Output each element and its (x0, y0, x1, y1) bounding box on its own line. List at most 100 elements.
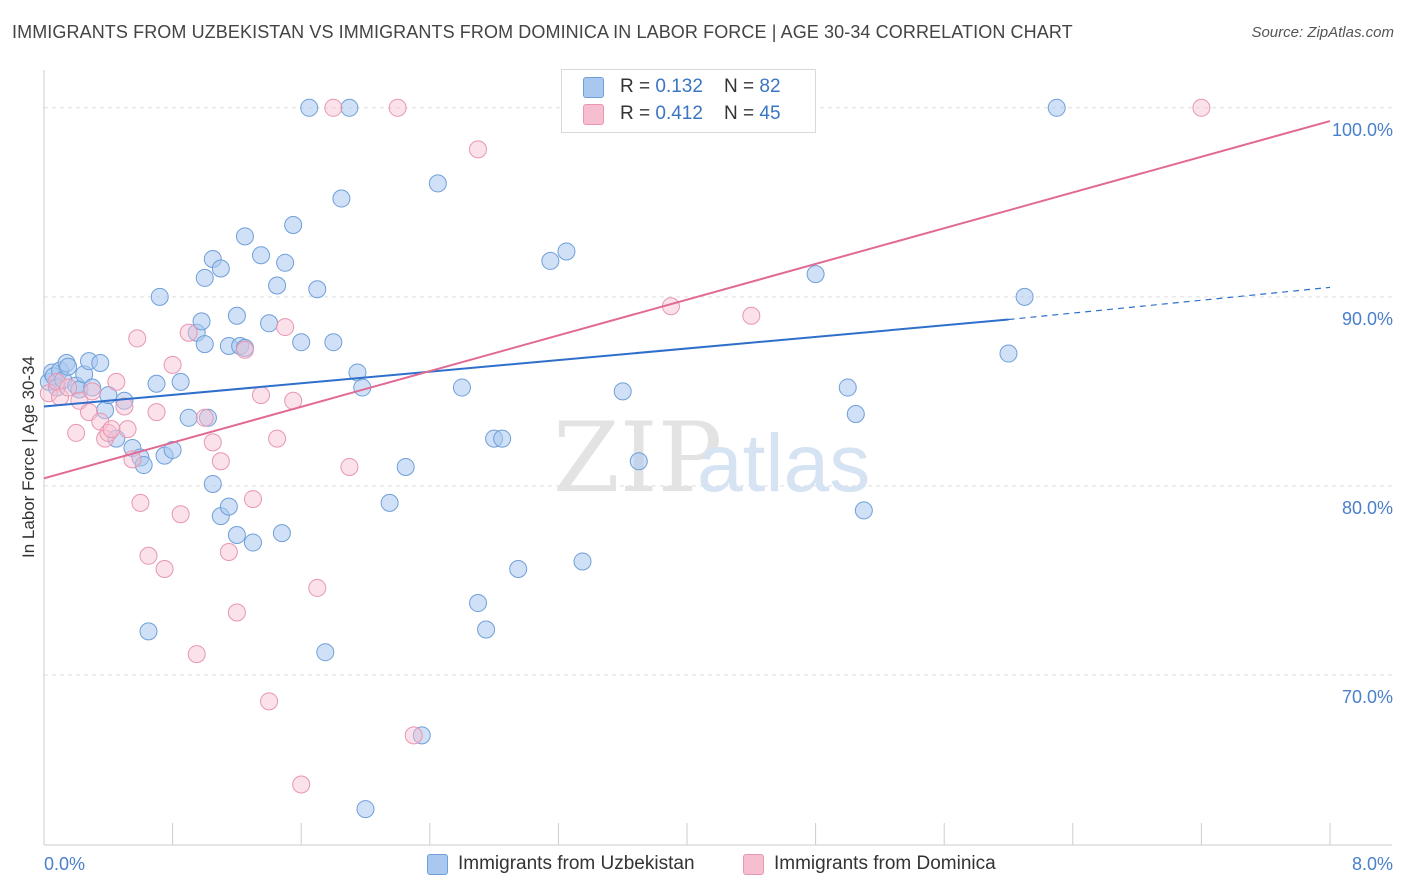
point-uzbekistan (1047, 98, 1066, 117)
point-uzbekistan (260, 314, 279, 333)
watermark-atlas: atlas (697, 418, 870, 509)
point-uzbekistan (806, 265, 825, 284)
y-tick-label: 100.0% (1332, 120, 1393, 140)
point-uzbekistan (838, 378, 857, 397)
source-label: Source: ZipAtlas.com (1251, 24, 1394, 41)
point-dominica (155, 560, 174, 579)
point-dominica (47, 372, 66, 391)
point-dominica (404, 726, 423, 745)
point-uzbekistan (452, 378, 471, 397)
point-dominica (195, 408, 214, 427)
point-uzbekistan (59, 357, 78, 376)
legend-swatch-uzbekistan (583, 77, 604, 98)
point-dominica (324, 98, 343, 117)
point-uzbekistan (227, 526, 246, 544)
point-dominica (243, 490, 262, 509)
legend-r-label: R = (620, 76, 656, 97)
bottom-legend-dominica: Immigrants from Dominica (743, 852, 996, 876)
point-uzbekistan (252, 246, 271, 265)
bottom-legend-swatch-dominica (743, 853, 764, 875)
point-uzbekistan (179, 408, 198, 427)
point-dominica (115, 397, 134, 416)
point-uzbekistan (292, 333, 311, 352)
tick-labels: 70.0% 80.0% 90.0% 100.0% 0.0% 8.0% (44, 120, 1393, 874)
x-tick-label-min: 0.0% (44, 854, 85, 874)
point-dominica (308, 578, 327, 597)
point-uzbekistan (83, 378, 102, 397)
point-uzbekistan (509, 560, 528, 579)
point-dominica (227, 603, 246, 622)
point-uzbekistan (477, 620, 496, 639)
legend-r-label: R = (620, 103, 656, 124)
point-uzbekistan (999, 344, 1018, 363)
point-dominica (128, 329, 147, 348)
point-dominica (1192, 98, 1211, 117)
point-uzbekistan (195, 268, 214, 287)
point-dominica (742, 306, 761, 325)
point-uzbekistan (163, 440, 182, 459)
point-uzbekistan (284, 216, 303, 234)
point-uzbekistan (195, 335, 214, 354)
point-uzbekistan (541, 251, 560, 270)
point-dominica (292, 775, 311, 794)
y-tick-label: 90.0% (1342, 309, 1393, 329)
point-uzbekistan (573, 552, 592, 571)
point-uzbekistan (308, 280, 327, 299)
point-dominica (252, 386, 271, 405)
legend-n-label: N = (724, 76, 760, 97)
point-dominica (96, 429, 115, 448)
point-dominica (59, 378, 78, 397)
legend-swatch-dominica (583, 104, 604, 125)
point-uzbekistan (854, 501, 873, 520)
point-uzbekistan (171, 372, 190, 391)
point-dominica (102, 420, 121, 439)
bottom-legend-uzbekistan: Immigrants from Uzbekistan (427, 852, 695, 876)
point-dominica (147, 403, 166, 422)
point-uzbekistan (846, 405, 865, 424)
point-uzbekistan (493, 429, 512, 448)
series-uzbekistan-points (39, 98, 1066, 819)
point-uzbekistan (134, 456, 153, 475)
correlation-legend: R = 0.132 N = 82 R = 0.412 N = 45 (561, 69, 816, 133)
point-uzbekistan (211, 259, 230, 278)
point-uzbekistan (91, 353, 110, 372)
point-uzbekistan (268, 276, 287, 295)
point-dominica (235, 340, 254, 359)
point-dominica (211, 452, 230, 471)
point-uzbekistan (300, 98, 319, 117)
legend-n-label: N = (724, 103, 760, 124)
point-uzbekistan (324, 333, 343, 352)
point-uzbekistan (227, 306, 246, 325)
point-dominica (187, 645, 206, 664)
point-uzbekistan (332, 189, 351, 208)
point-uzbekistan (316, 643, 335, 662)
point-dominica (139, 546, 158, 565)
chart-title: IMMIGRANTS FROM UZBEKISTAN VS IMMIGRANTS… (12, 22, 1073, 42)
point-dominica (388, 98, 407, 117)
point-uzbekistan (147, 374, 166, 393)
point-uzbekistan (380, 493, 399, 512)
x-tick-label-max: 8.0% (1352, 854, 1393, 874)
axes (43, 70, 1392, 846)
grid-lines (44, 107, 1392, 676)
series-dominica-points (39, 98, 1211, 794)
trend-line-dominica (43, 120, 1331, 480)
point-uzbekistan (235, 227, 254, 246)
point-dominica (67, 423, 86, 442)
point-uzbekistan (469, 594, 488, 613)
point-uzbekistan (356, 800, 375, 819)
point-uzbekistan (557, 242, 576, 261)
point-dominica (469, 140, 488, 159)
point-uzbekistan (396, 457, 415, 476)
y-tick-label: 70.0% (1342, 687, 1393, 707)
point-dominica (163, 355, 182, 374)
legend-r-value-uzbekistan: 0.132 (655, 76, 703, 97)
trend-line-uzbekistan-extension (1008, 286, 1331, 321)
point-dominica (268, 429, 287, 448)
point-dominica (340, 457, 359, 476)
point-uzbekistan (219, 497, 238, 516)
point-dominica (219, 543, 238, 562)
point-uzbekistan (203, 474, 222, 493)
point-dominica (171, 505, 190, 524)
